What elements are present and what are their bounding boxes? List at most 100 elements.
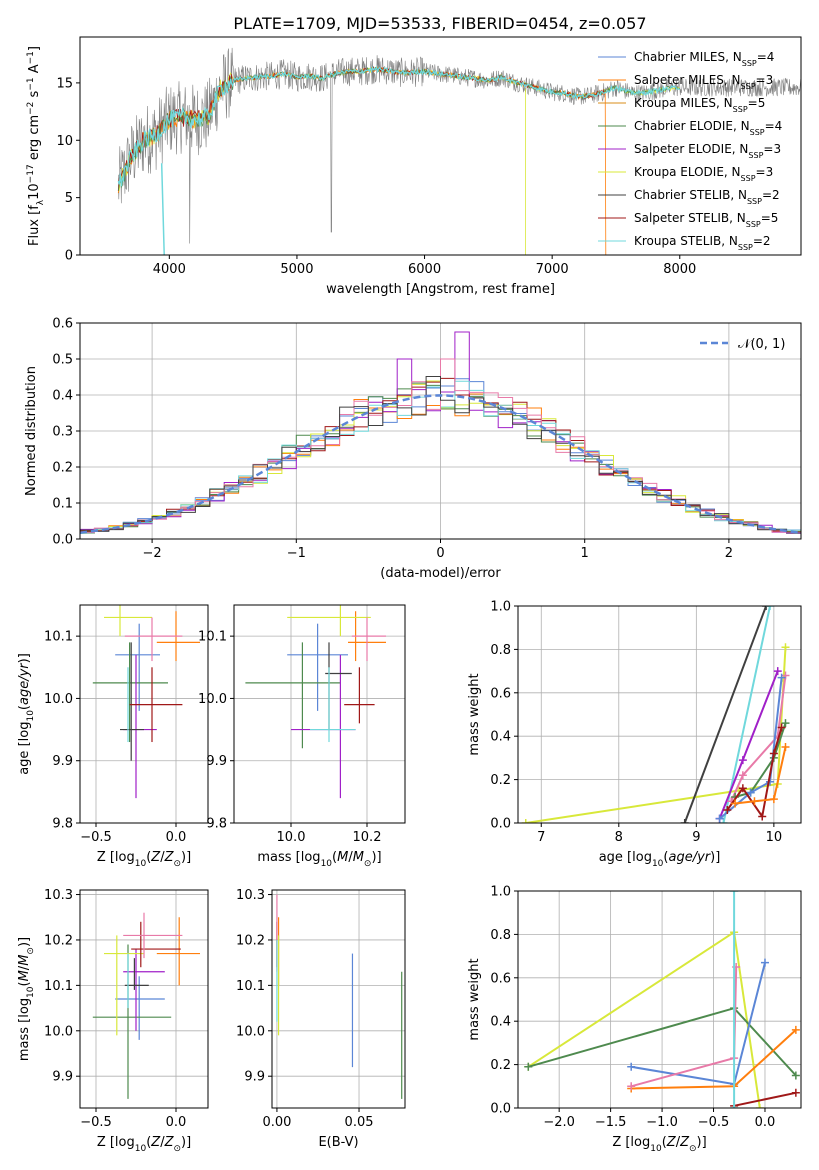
axes-box: [79, 36, 802, 256]
x-tick-label: −2.0: [543, 1115, 575, 1130]
y-tick-label: 0.3: [52, 425, 73, 440]
x-tick-label: 10: [766, 830, 783, 845]
label-part: /: [676, 1135, 681, 1150]
legend-entry: Kroupa MILES, NSSP=5: [634, 96, 765, 114]
label-part: =3: [763, 142, 781, 156]
y-tick-label: 1.0: [490, 600, 511, 615]
label-part: ⊙: [173, 859, 181, 869]
axes-frame: −0.5 0.09.89.910.010.1Z [log10(Z/Z⊙)]age …: [17, 604, 209, 869]
y-tick-label: 9.8: [52, 817, 73, 832]
plot-area: [524, 891, 800, 1108]
label-part: =3: [756, 73, 774, 87]
weight-marker: [781, 743, 790, 752]
weight-marker: [769, 749, 778, 758]
y-tick-label: 15: [56, 76, 73, 91]
axes-frame: −0.5 0.09.910.010.110.210.3Z [log10(Z/Z⊙)…: [17, 888, 209, 1154]
y-tick-label: 9.9: [206, 754, 227, 769]
label-part: =2: [762, 188, 780, 202]
spectrum-data-line: [118, 47, 801, 244]
weight-marker: [777, 673, 786, 682]
label-part: M: [17, 955, 32, 966]
label-part: M: [17, 970, 32, 981]
weight-marker: [680, 819, 689, 823]
label-part: age [log: [17, 722, 32, 775]
label-part: mass [log: [17, 998, 32, 1061]
label-part: Flux [f: [27, 205, 42, 246]
label-part: (: [17, 705, 32, 710]
y-tick-label: 0.4: [52, 389, 73, 404]
x-axis-label: Z [log10(Z/Z⊙)]: [97, 850, 191, 869]
plot-area: [245, 605, 386, 799]
label-part: =3: [756, 165, 774, 179]
weight-line: [733, 1091, 797, 1107]
y-axis-label: age [log10(age/yr)]: [17, 653, 36, 775]
label-part: Chabrier MILES, N: [634, 50, 742, 64]
y-tick-label: 0.2: [490, 773, 511, 788]
weight-marker: [731, 799, 740, 808]
label-part: )]: [371, 850, 381, 865]
label-part: age [log: [599, 850, 652, 865]
y-tick-label: 0.0: [490, 817, 511, 832]
label-part: SSP: [742, 59, 757, 68]
label-part: s: [27, 90, 42, 101]
label-part: =5: [748, 96, 766, 110]
y-tick-label: 1.0: [490, 885, 511, 900]
x-tick-label: 0.05: [345, 1115, 374, 1130]
y-tick-label: 0.6: [490, 971, 511, 986]
weight-line: [630, 966, 738, 1088]
label-part: )]: [181, 850, 191, 865]
legend-entry: 𝒩(0, 1): [738, 337, 785, 352]
weight-marker: [755, 1104, 764, 1108]
label-part: Kroupa STELIB, N: [634, 234, 738, 248]
label-part: )]: [697, 1135, 707, 1150]
x-axis-label: wavelength [Angstrom, rest frame]: [326, 282, 555, 297]
legend-entry: Salpeter STELIB, NSSP=5: [634, 211, 778, 229]
y-tick-label: 0.5: [52, 353, 73, 368]
label-part: (: [146, 1135, 151, 1150]
panel-spectrum: 4000 5000 6000 7000 8000 0 5 10 15 wavelength [An…: [26, 36, 802, 297]
x-tick-label: −2: [143, 546, 162, 561]
label-part: Z: [666, 1135, 677, 1150]
x-tick-label: 8000: [663, 262, 696, 277]
label-part: Salpeter STELIB, N: [634, 211, 746, 225]
spectrum-model-kroupa-stelib: [117, 65, 681, 187]
label-part: ⊙: [689, 1144, 697, 1154]
plot-area: [80, 331, 801, 534]
label-part: mass [log: [257, 850, 320, 865]
weight-marker: [781, 643, 790, 652]
label-part: age/yr: [668, 850, 711, 865]
histogram-chabrier-stelib: [80, 376, 801, 533]
y-tick-label: 10.3: [236, 888, 265, 903]
label-part: =5: [761, 211, 779, 225]
x-tick-label: 2: [725, 546, 733, 561]
y-tick-label: 0.2: [52, 461, 73, 476]
weight-marker: [627, 1062, 636, 1071]
y-tick-label: 10.2: [44, 933, 73, 948]
label-part: ⊙: [173, 1144, 181, 1154]
label-part: (: [146, 850, 151, 865]
plot-area: [521, 606, 790, 823]
axes-frame: 4000 5000 6000 7000 8000 0 5 10 15 wavelength [An…: [26, 36, 802, 297]
plot-area: [117, 47, 801, 255]
weight-marker: [769, 795, 778, 804]
y-tick-label: 9.9: [52, 754, 73, 769]
label-part: Salpeter ELODIE, N: [634, 142, 748, 156]
y-axis-label: mass [log10(M/M⊙)]: [17, 937, 36, 1061]
weight-line: [734, 746, 787, 805]
label-part: Z: [150, 1135, 161, 1150]
label-part: (: [663, 850, 668, 865]
spectrum-model-salpeter-miles: [117, 66, 607, 255]
weight-marker: [738, 784, 747, 793]
label-part: −1: [26, 51, 36, 64]
x-tick-label: 7: [537, 830, 545, 845]
weight-marker: [791, 1025, 800, 1034]
plot-area: [276, 894, 403, 1099]
weight-marker: [524, 1062, 533, 1071]
label-part: Salpeter MILES, N: [634, 73, 741, 87]
label-part: ⊙: [364, 859, 372, 869]
x-tick-label: −1.5: [595, 1115, 627, 1130]
label-part: Z: [679, 1135, 690, 1150]
axes-frame: −2.0 −1.5 −1.0 −0.5 0.0 0.0 0.2 0.4 0.6 0.8 1.0 Z […: [467, 885, 802, 1154]
label-part: Chabrier STELIB, N: [634, 188, 747, 202]
